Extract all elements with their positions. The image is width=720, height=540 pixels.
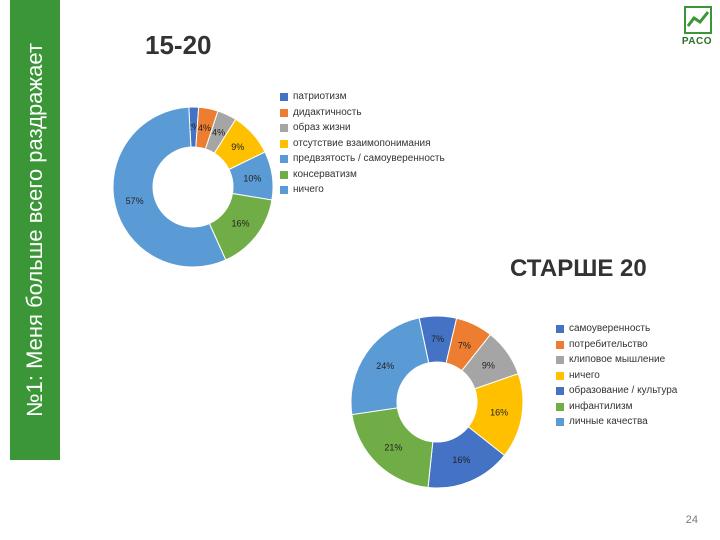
logo-label: PACO — [682, 36, 712, 47]
legend-15-20: патриотизмдидактичностьобраз жизниотсутс… — [280, 90, 445, 199]
slice-label: 10% — [243, 173, 261, 183]
page-number: 24 — [686, 514, 698, 526]
legend-item: дидактичность — [280, 106, 445, 121]
legend-label: ничего — [293, 183, 324, 198]
slice-label: 4% — [198, 123, 211, 133]
legend-item: образование / культура — [556, 384, 677, 399]
legend-label: потребительство — [569, 338, 648, 353]
legend-swatch — [556, 325, 564, 333]
legend-label: ничего — [569, 369, 600, 384]
legend-swatch — [280, 171, 288, 179]
slice-label: 16% — [452, 455, 470, 465]
legend-label: образование / культура — [569, 384, 677, 399]
legend-item: ничего — [280, 183, 445, 198]
sidebar-title: №1: Меня больше всего раздражает — [22, 43, 48, 417]
legend-swatch — [280, 186, 288, 194]
legend-label: личные качества — [569, 415, 648, 430]
legend-swatch — [280, 109, 288, 117]
slice-label: 4% — [212, 128, 225, 138]
chart2-title: СТАРШЕ 20 — [510, 255, 647, 283]
slice-label: 9% — [482, 361, 495, 371]
legend-item: предвзятость / самоуверенность — [280, 152, 445, 167]
legend-item: образ жизни — [280, 121, 445, 136]
slice-label: 7% — [458, 340, 471, 350]
legend-swatch — [556, 341, 564, 349]
slice-label: 9% — [231, 142, 244, 152]
legend-label: отсутствие взаимопонимания — [293, 137, 431, 152]
legend-swatch — [556, 356, 564, 364]
donut-chart-15-20: 2%4%4%9%10%16%57% — [108, 88, 278, 278]
legend-swatch — [280, 155, 288, 163]
slice-label: 21% — [384, 442, 402, 452]
donut-chart-20plus: 7% 7% 9% 16% 16% 21% 24% — [342, 298, 532, 498]
legend-label: клиповое мышление — [569, 353, 665, 368]
legend-label: инфантилизм — [569, 400, 632, 415]
legend-swatch — [280, 124, 288, 132]
legend-label: самоуверенность — [569, 322, 650, 337]
slice-label: 24% — [376, 361, 394, 371]
legend-item: клиповое мышление — [556, 353, 677, 368]
legend-label: патриотизм — [293, 90, 346, 105]
legend-label: образ жизни — [293, 121, 351, 136]
slice-label: 16% — [490, 408, 508, 418]
legend-swatch — [280, 140, 288, 148]
slice-label: 57% — [126, 196, 144, 206]
legend-swatch — [556, 387, 564, 395]
legend-item: инфантилизм — [556, 400, 677, 415]
logo: PACO — [682, 6, 712, 47]
legend-swatch — [556, 372, 564, 380]
legend-swatch — [280, 93, 288, 101]
legend-item: отсутствие взаимопонимания — [280, 137, 445, 152]
chart1-title: 15-20 — [145, 30, 212, 61]
legend-swatch — [556, 403, 564, 411]
legend-label: дидактичность — [293, 106, 362, 121]
slice-label: 7% — [431, 334, 444, 344]
legend-item: потребительство — [556, 338, 677, 353]
legend-item: консерватизм — [280, 168, 445, 183]
legend-label: консерватизм — [293, 168, 357, 183]
sidebar: №1: Меня больше всего раздражает — [10, 0, 60, 460]
legend-item: личные качества — [556, 415, 677, 430]
slice-label: 16% — [232, 219, 250, 229]
legend-item: самоуверенность — [556, 322, 677, 337]
legend-item: патриотизм — [280, 90, 445, 105]
legend-20plus: самоуверенностьпотребительствоклиповое м… — [556, 322, 677, 431]
legend-swatch — [556, 418, 564, 426]
logo-icon — [684, 6, 712, 34]
legend-label: предвзятость / самоуверенность — [293, 152, 445, 167]
legend-item: ничего — [556, 369, 677, 384]
